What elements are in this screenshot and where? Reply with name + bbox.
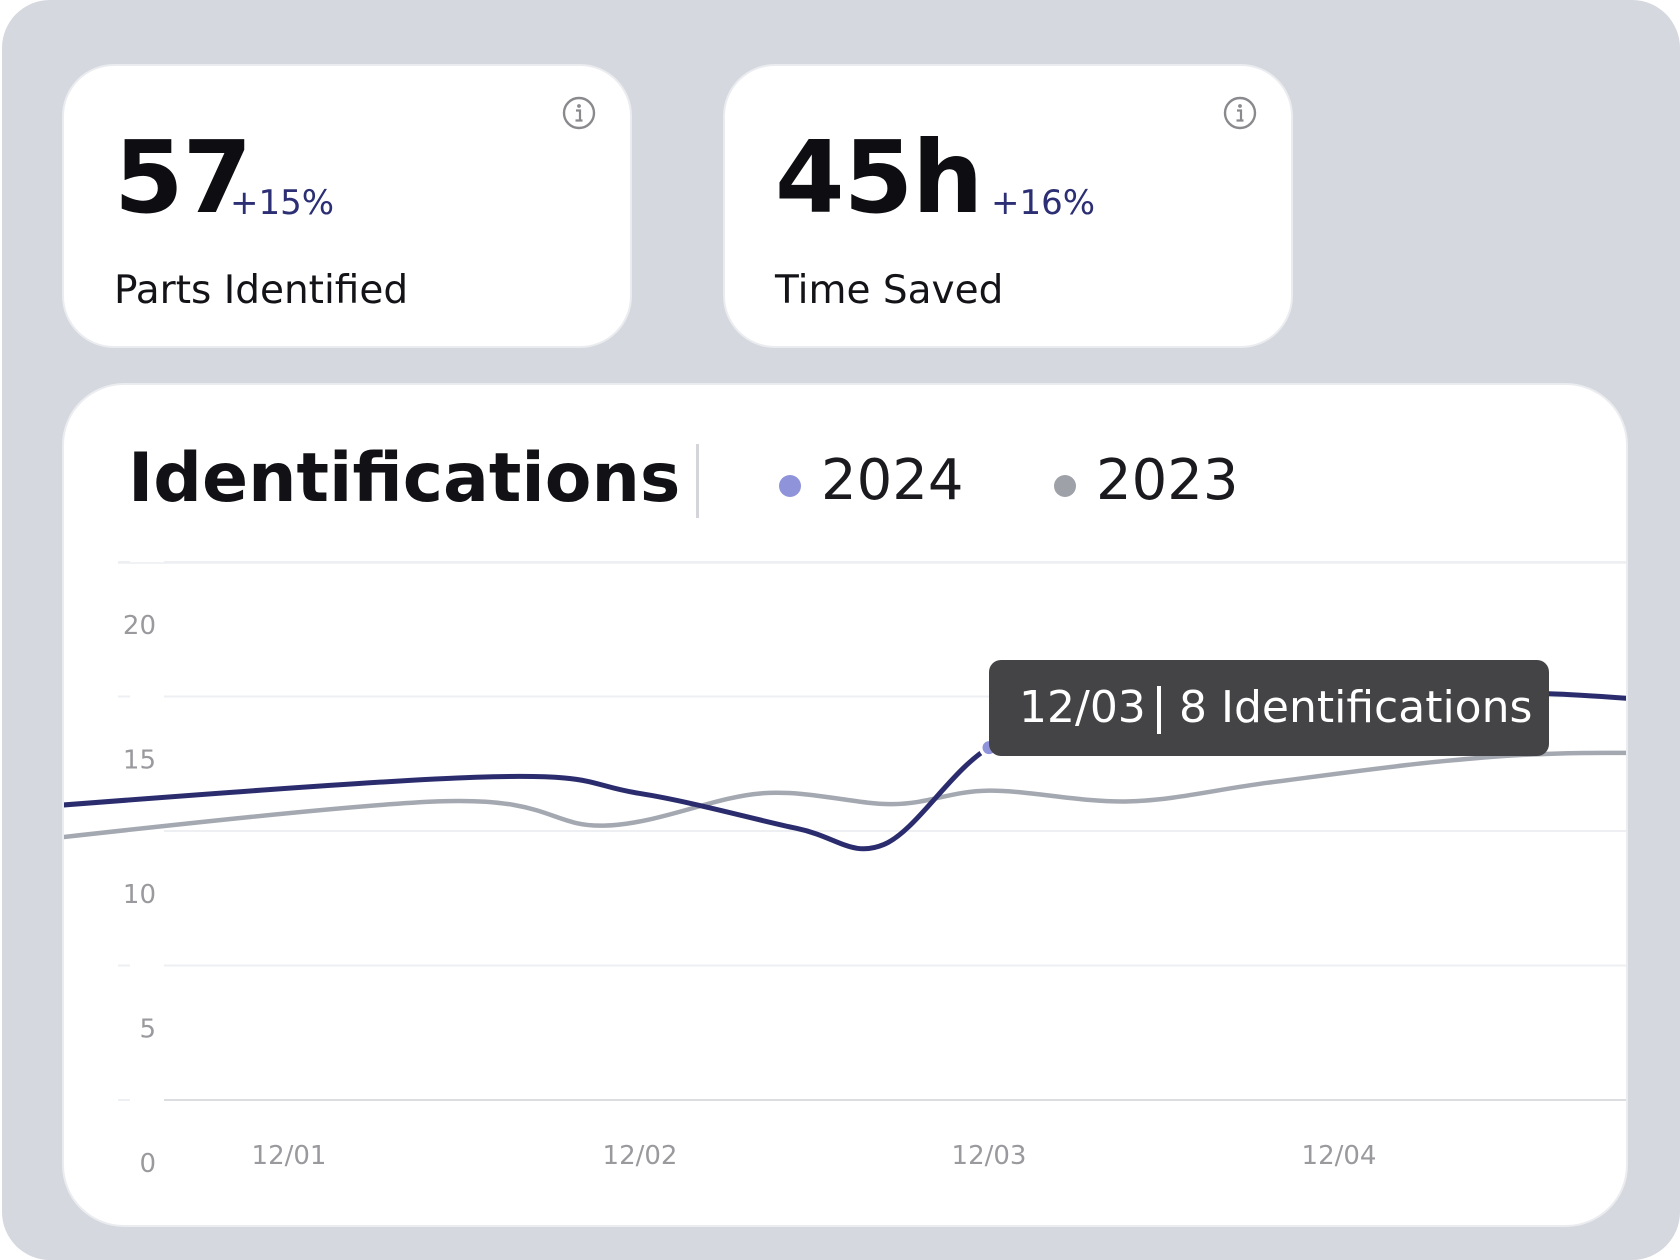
y-tick-label: 5: [139, 1015, 156, 1045]
legend-dot-icon: [1054, 475, 1076, 497]
stat-value: 45h: [775, 119, 983, 236]
stat-label: Parts Identified: [114, 268, 409, 313]
chart-tooltip: 12/03 8 Identifications: [989, 660, 1549, 756]
title-divider: [696, 444, 699, 518]
stat-label: Time Saved: [775, 268, 1004, 313]
x-tick-label: 12/03: [952, 1141, 1027, 1171]
legend-dot-icon: [779, 475, 801, 497]
x-tick-label: 12/04: [1302, 1141, 1377, 1171]
line-chart: 0 5 10 15 20 12/01 12/02 12/03 12/04: [64, 561, 1626, 1179]
y-tick-label: 10: [123, 880, 156, 910]
stat-change: +15%: [230, 183, 335, 223]
tooltip-separator: [1157, 686, 1161, 734]
legend-label: 2024: [821, 448, 964, 513]
legend-label: 2023: [1096, 448, 1239, 513]
stat-value: 57: [114, 119, 252, 236]
identifications-chart-card: Identifications 2024 2023 0 5 10 15 20 12/01 1…: [64, 385, 1626, 1225]
x-tick-label: 12/01: [252, 1141, 327, 1171]
info-icon[interactable]: [1223, 96, 1257, 130]
info-icon[interactable]: [562, 96, 596, 130]
x-tick-label: 12/02: [603, 1141, 678, 1171]
stat-card-time-saved: 45h +16% Time Saved: [725, 66, 1291, 346]
y-tick-label: 20: [123, 611, 156, 641]
series-line-2023: [64, 750, 1626, 840]
stat-card-parts-identified: 57 +15% Parts Identified: [64, 66, 630, 346]
y-tick-label: 15: [123, 746, 156, 776]
y-tick-label: 0: [139, 1149, 156, 1179]
chart-title: Identifications: [128, 439, 681, 518]
stat-change: +16%: [991, 183, 1096, 223]
tooltip-value: 8 Identifications: [1179, 682, 1533, 733]
tooltip-date: 12/03: [1019, 682, 1146, 733]
